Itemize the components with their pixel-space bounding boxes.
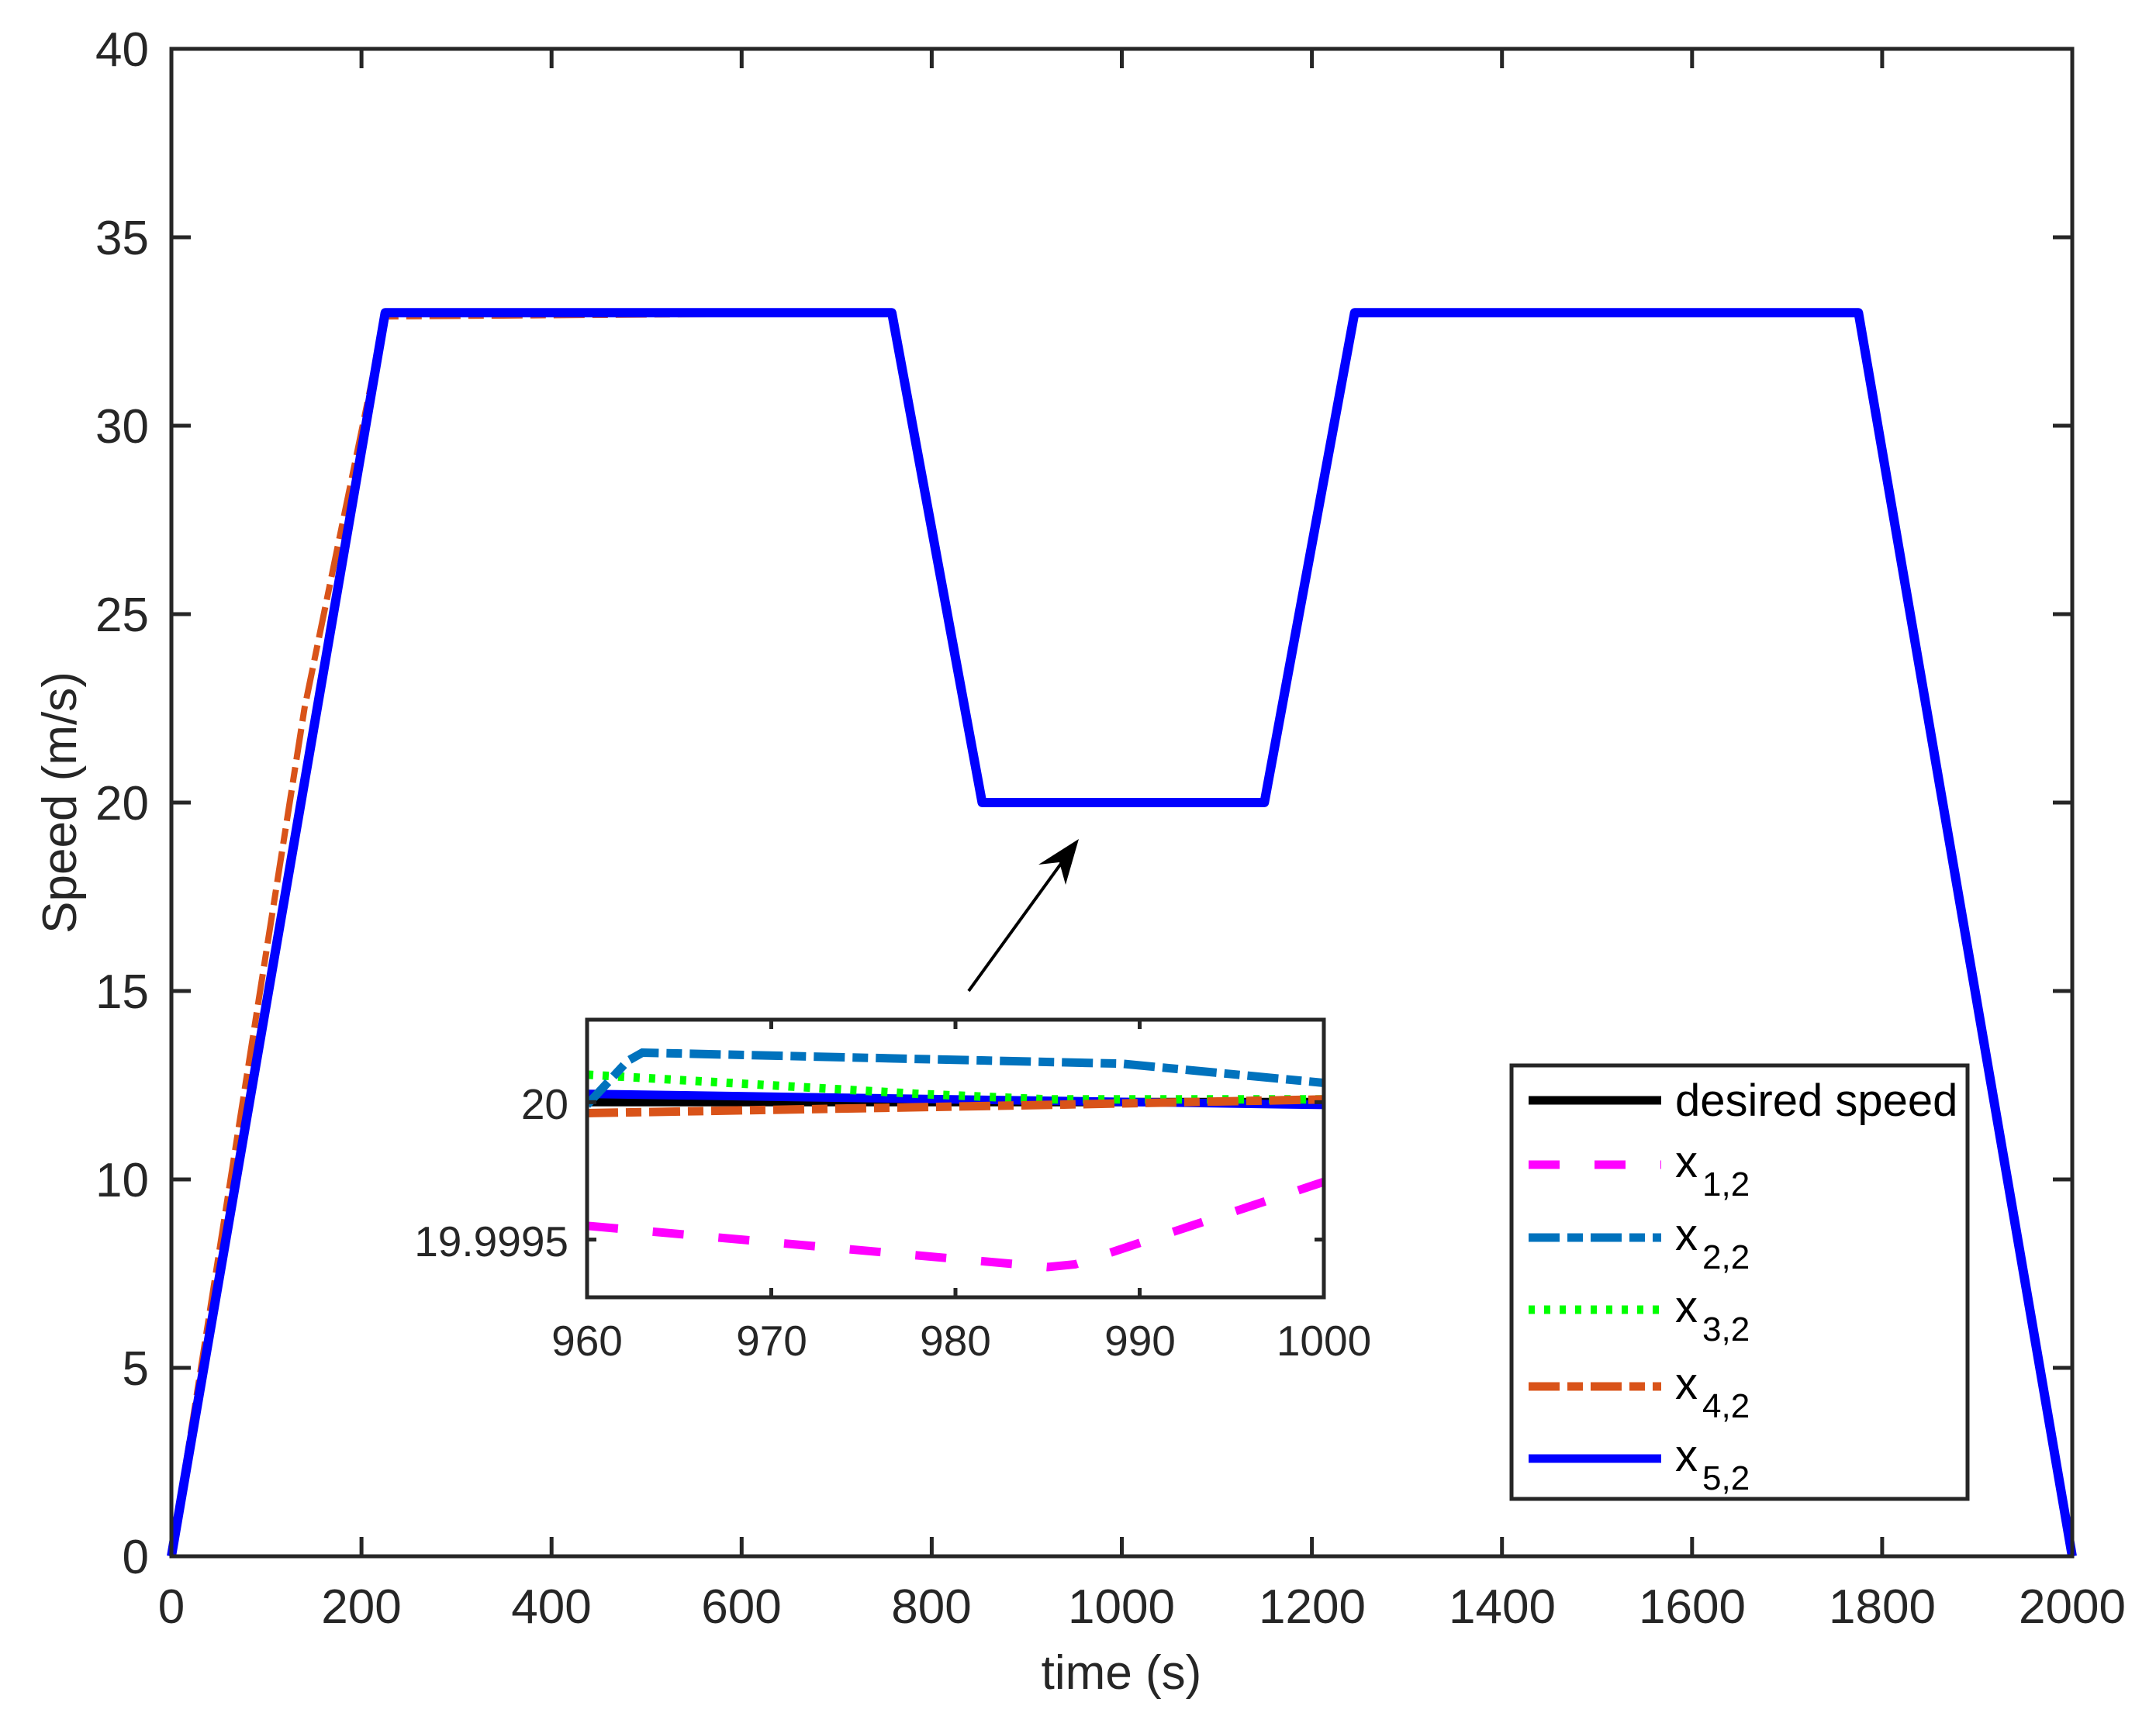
- y-tick-label: 25: [95, 589, 149, 642]
- legend-item-desired-speed: desired speed: [1529, 1076, 1957, 1126]
- x-tick-labels: 0 200 400 600 800 1000 1200 1400 1600 18…: [158, 1580, 2126, 1634]
- inset-series-line: [587, 1089, 1324, 1110]
- inset-x-tick-label: 980: [920, 1317, 991, 1365]
- arrow-annotation: [967, 839, 1079, 993]
- y-tick-label: 5: [123, 1342, 149, 1396]
- x-tick-label: 2000: [2019, 1580, 2126, 1634]
- x-tick-label: 1200: [1259, 1580, 1366, 1634]
- x-axis-label: time (s): [1042, 1646, 1202, 1700]
- y-tick-label: 20: [95, 777, 149, 830]
- x-tick-label: 1000: [1068, 1580, 1175, 1634]
- x-tick-label: 1400: [1449, 1580, 1556, 1634]
- x-tick-label: 200: [321, 1580, 401, 1634]
- legend-label: x 5,2: [1675, 1431, 1750, 1497]
- legend-item-x22: x 2,2: [1529, 1210, 1750, 1276]
- x-tick-label: 1800: [1829, 1580, 1936, 1634]
- inset-series-line: [587, 1048, 1324, 1108]
- y-tick-label: 35: [95, 212, 149, 265]
- y-tick-labels: 0 5 10 15 20 25 30 35 40: [95, 23, 149, 1584]
- main-series-lines: [167, 308, 2077, 1558]
- inset-x-tick-label: 990: [1104, 1317, 1176, 1365]
- arrow-shaft: [967, 851, 1070, 993]
- inset-y-tick-label: 19.9995: [414, 1217, 568, 1265]
- inset-x-tick-label: 1000: [1277, 1317, 1371, 1365]
- legend-label: x 2,2: [1675, 1210, 1750, 1276]
- x-tick-label: 600: [701, 1580, 781, 1634]
- legend-label: x 4,2: [1675, 1359, 1750, 1425]
- y-tick-label: 40: [95, 23, 149, 77]
- y-tick-label: 0: [123, 1531, 149, 1584]
- legend-item-x52: x 5,2: [1529, 1431, 1750, 1497]
- arrow-head-icon: [1038, 839, 1079, 885]
- legend-item-x12: x 1,2: [1529, 1137, 1750, 1203]
- y-axis-label: Speed (m/s): [33, 672, 87, 934]
- zoom-inset: 960 970 980 990 1000 19.9995 20: [414, 1017, 1371, 1365]
- x-axis-ticks: [169, 49, 2075, 1556]
- y-tick-label: 15: [95, 965, 149, 1019]
- legend-label: x 3,2: [1675, 1282, 1750, 1348]
- x-tick-label: 400: [511, 1580, 591, 1634]
- inset-y-tick-label: 20: [521, 1080, 568, 1128]
- x-tick-label: 1600: [1639, 1580, 1746, 1634]
- inset-series-line: [587, 1177, 1324, 1272]
- legend-box: [1509, 1063, 1970, 1501]
- legend-label: x 1,2: [1675, 1137, 1750, 1203]
- inset-series-lines: [587, 1048, 1324, 1272]
- inset-x-tick-label: 960: [551, 1317, 623, 1365]
- y-tick-label: 10: [95, 1154, 149, 1207]
- inset-x-tick-label: 970: [736, 1317, 807, 1365]
- y-tick-label: 30: [95, 400, 149, 454]
- legend-item-x32: x 3,2: [1529, 1282, 1750, 1348]
- legend-label: desired speed: [1675, 1076, 1957, 1126]
- x-tick-label: 800: [891, 1580, 971, 1634]
- inset-plot-area: [587, 1020, 1324, 1297]
- legend: desired speed x 1,2 x 2,2 x 3,2 x 4,2 x 5,2: [1509, 1063, 1970, 1501]
- legend-item-x42: x 4,2: [1529, 1359, 1750, 1425]
- y-axis-ticks: [171, 47, 2072, 1559]
- inset-ticks: [585, 1020, 1326, 1297]
- series-line: [167, 308, 2077, 1558]
- inset-series-line: [587, 1095, 1324, 1117]
- x-tick-label: 0: [158, 1580, 185, 1634]
